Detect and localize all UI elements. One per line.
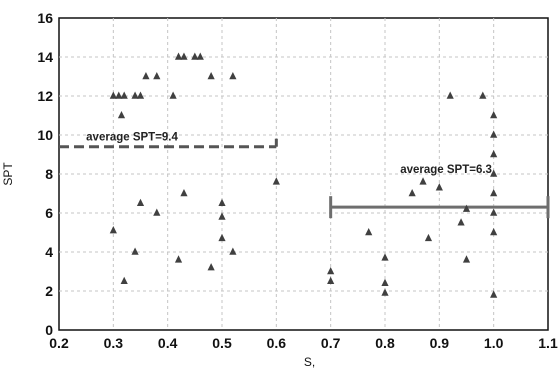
data-point xyxy=(174,255,183,263)
data-point xyxy=(381,288,389,296)
data-point xyxy=(174,52,183,60)
x-tick-label: 0.2 xyxy=(49,335,69,351)
data-point xyxy=(490,169,498,177)
data-point xyxy=(218,212,226,220)
data-point xyxy=(457,218,465,226)
data-point xyxy=(120,91,128,99)
data-point xyxy=(446,91,454,99)
data-point xyxy=(169,91,177,99)
annotation-left: average SPT=9.4 xyxy=(86,132,178,144)
data-point xyxy=(490,130,498,138)
x-tick-label: 1.1 xyxy=(538,335,558,351)
data-point xyxy=(272,177,280,185)
y-tick-label: 10 xyxy=(37,127,53,143)
data-point xyxy=(435,183,443,191)
y-axis-label: SPT xyxy=(1,162,15,186)
x-tick-label: 0.8 xyxy=(375,335,395,351)
data-point xyxy=(131,247,139,255)
data-point xyxy=(180,52,188,60)
data-point xyxy=(490,150,498,158)
data-point xyxy=(229,247,237,255)
data-point xyxy=(419,177,427,185)
data-point xyxy=(109,91,117,99)
data-point xyxy=(327,276,335,285)
x-tick-label: 0.3 xyxy=(104,335,124,351)
data-point xyxy=(381,278,389,286)
data-point xyxy=(381,253,389,261)
data-point xyxy=(196,52,204,60)
x-tick-label: 0.7 xyxy=(321,335,341,351)
x-tick-label: 0.9 xyxy=(430,335,450,351)
tick-labels: 0.2 0.3 0.4 0.5 0.6 0.7 0.8 0.9 1.0 1.1 0 2 4 6 8 10 12 1… xyxy=(37,10,558,351)
data-point xyxy=(490,111,498,119)
data-point xyxy=(229,72,237,80)
data-point xyxy=(207,72,215,80)
y-tick-label: 6 xyxy=(45,205,53,221)
data-point xyxy=(207,263,215,271)
data-point xyxy=(424,233,433,242)
data-point xyxy=(327,267,335,275)
data-point xyxy=(462,204,471,212)
data-point xyxy=(490,290,498,298)
data-point xyxy=(479,91,487,99)
data-point xyxy=(153,208,161,216)
data-point xyxy=(490,189,498,197)
data-point xyxy=(153,72,161,80)
data-point xyxy=(408,189,416,197)
y-tick-label: 14 xyxy=(37,49,53,65)
data-point xyxy=(365,228,373,236)
data-point xyxy=(142,72,150,80)
data-point xyxy=(462,255,471,263)
data-points xyxy=(109,52,498,298)
annotation-right: average SPT=6.3 xyxy=(400,164,492,176)
x-tick-label: 1.0 xyxy=(484,335,504,351)
data-point xyxy=(109,226,117,234)
data-point xyxy=(136,91,145,99)
y-tick-label: 4 xyxy=(45,244,53,260)
data-point xyxy=(490,228,498,236)
data-point xyxy=(180,189,188,197)
data-point xyxy=(218,198,226,207)
data-point xyxy=(136,198,145,207)
data-point xyxy=(131,91,139,99)
data-point xyxy=(115,91,123,99)
data-point xyxy=(218,233,226,242)
x-tick-label: 0.4 xyxy=(158,335,178,351)
x-axis-label: S, xyxy=(304,355,315,369)
data-point xyxy=(120,276,128,285)
y-tick-label: 2 xyxy=(45,283,53,299)
x-tick-label: 0.5 xyxy=(212,335,232,351)
y-tick-label: 0 xyxy=(45,322,53,338)
y-tick-label: 12 xyxy=(37,88,53,104)
y-tick-label: 8 xyxy=(45,166,53,182)
x-tick-label: 0.6 xyxy=(267,335,287,351)
data-point xyxy=(117,111,126,119)
data-point xyxy=(191,52,199,60)
y-tick-label: 16 xyxy=(37,10,53,26)
average-brackets xyxy=(59,138,550,219)
data-point xyxy=(490,208,498,216)
